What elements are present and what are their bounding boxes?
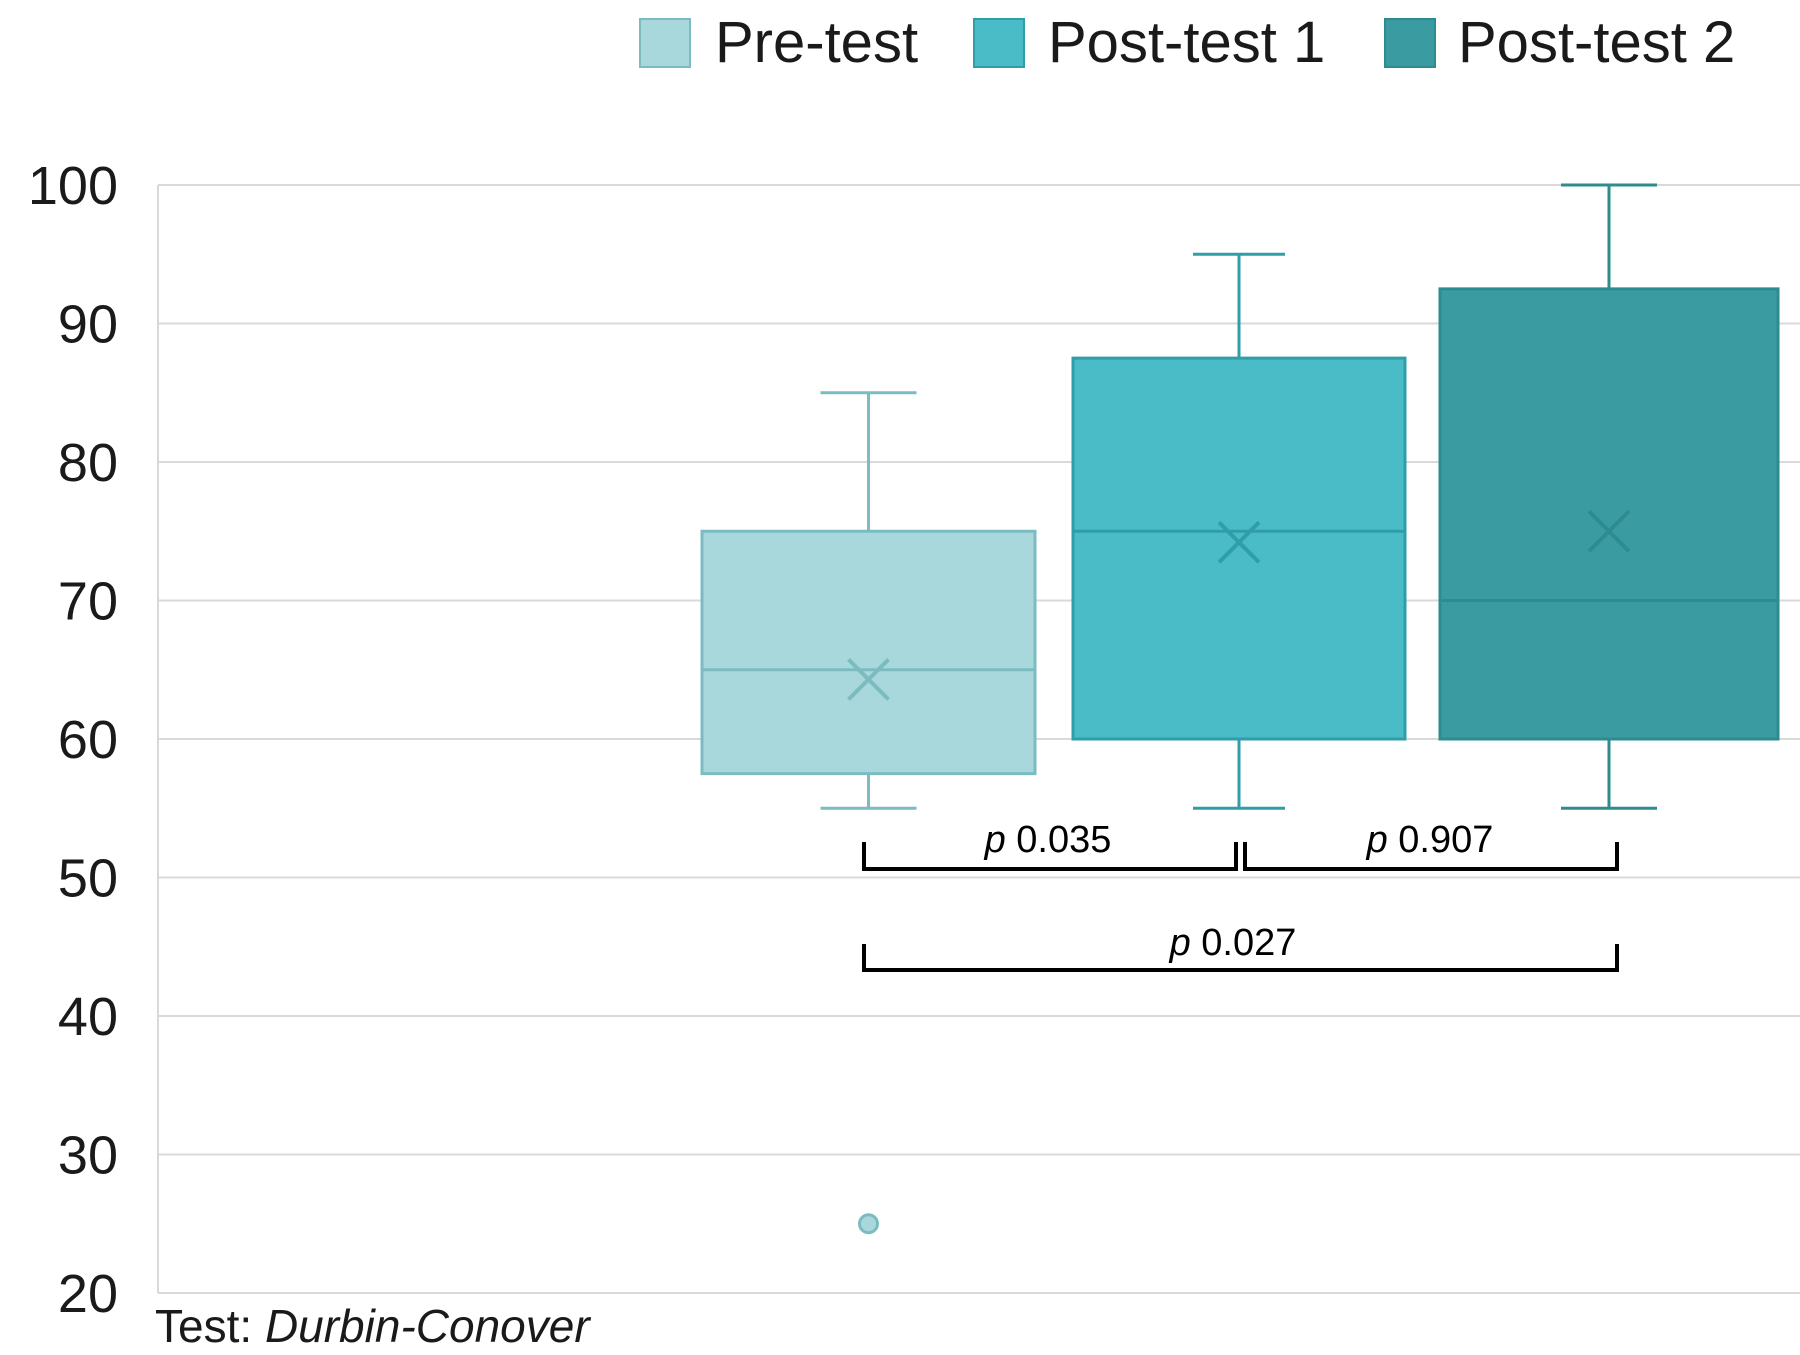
box-pre-test [700,391,1037,1235]
p-symbol: p [1366,819,1388,861]
legend-label: Post-test 1 [1048,10,1325,75]
y-tick-label: 80 [58,433,118,493]
y-tick-label: 100 [28,156,118,216]
legend-swatch [973,18,1025,68]
p-value-label: p 0.027 [1169,922,1297,964]
footnote: Test: Durbin-Conover [155,1300,591,1352]
bracket-line [862,944,1619,972]
legend-label: Post-test 2 [1458,10,1735,75]
comparison-bracket: p 0.027 [862,922,1619,972]
bracket-line [1243,842,1619,871]
y-tick-label: 90 [58,295,118,355]
legend-swatch [639,18,691,68]
legend-item: Pre-test [639,10,918,75]
y-tick-label: 50 [58,849,118,909]
legend-label: Pre-test [715,10,918,75]
legend-swatch [1384,18,1436,68]
y-tick-label: 20 [58,1264,118,1324]
legend-item: Post-test 2 [1384,10,1735,75]
p-space [1006,819,1017,861]
p-space [1191,922,1202,964]
iqr-box [700,529,1037,776]
y-axis: 20 30 40 50 60 70 80 90 100 [28,156,159,1324]
p-space [1388,819,1399,861]
outlier-point [858,1213,879,1235]
p-value: 0.027 [1201,922,1296,964]
comparison-bracket: p 0.035 [862,819,1238,871]
box-post-test-2 [1438,183,1780,810]
comparison-bracket: p 0.907 [1243,819,1619,871]
iqr-box [1438,287,1780,741]
legend-item: Post-test 1 [973,10,1325,75]
p-value-label: p 0.907 [1366,819,1494,861]
iqr-box [1071,356,1407,741]
p-value-label: p 0.035 [984,819,1112,861]
footnote-text: Test: Durbin-Conover [155,1300,591,1350]
y-tick-label: 70 [58,572,118,632]
footnote-prefix: Test: [155,1300,265,1350]
footnote-method: Durbin-Conover [265,1300,591,1350]
p-value: 0.907 [1398,819,1493,861]
bracket-line [862,842,1238,871]
mean-marker-stroke [1217,520,1261,564]
boxes [700,183,1780,1235]
y-tick-label: 60 [58,710,118,770]
box-post-test-1 [1071,252,1407,810]
p-symbol: p [984,819,1006,861]
p-symbol: p [1169,922,1191,964]
y-tick-label: 30 [58,1126,118,1186]
mean-marker-stroke [1587,509,1631,553]
y-tick-label: 40 [58,987,118,1047]
p-value: 0.035 [1016,819,1111,861]
legend: Pre-test Post-test 1 Post-test 2 [639,10,1735,75]
mean-marker-stroke [847,658,890,701]
